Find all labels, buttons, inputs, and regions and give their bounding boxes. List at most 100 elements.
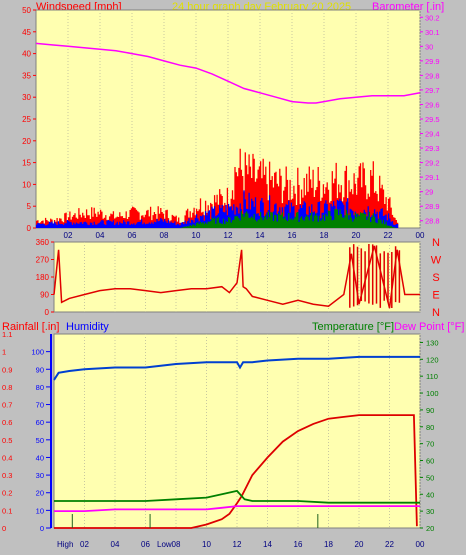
wind-time-tick-label: 08 xyxy=(160,231,169,240)
barometer-tick-label: 28.9 xyxy=(425,202,440,211)
compass-tick-label: E xyxy=(432,290,439,302)
barometer-tick-label: 30.1 xyxy=(425,28,440,37)
low-marker-label: Low xyxy=(157,540,172,549)
direction-tick-label: 180 xyxy=(36,273,50,282)
barometer-tick-label: 30.2 xyxy=(425,13,440,22)
wind-time-tick-label: 22 xyxy=(384,231,393,240)
wind-time-tick-label: 20 xyxy=(352,231,361,240)
humidity-axis-ticks: 0 10 20 30 40 50 60 70 80 90 100 xyxy=(31,334,52,533)
humidity-tick-label: 100 xyxy=(31,348,44,357)
temperature-tick-label: 90 xyxy=(426,406,434,415)
direction-tick-label: 270 xyxy=(36,256,50,265)
wind-time-tick-label: 14 xyxy=(256,231,265,240)
wind-time-tick-label: 12 xyxy=(224,231,233,240)
temperature-time-tick-label: 02 xyxy=(80,540,89,549)
windspeed-tick-label: 50 xyxy=(22,6,31,15)
humidity-tick-label: 30 xyxy=(36,471,44,480)
rainfall-tick-label: 0.1 xyxy=(2,506,12,515)
barometer-tick-label: 28.8 xyxy=(425,217,440,226)
rainfall-tick-label: 0.4 xyxy=(2,453,12,462)
direction-degree-ticks: 0 90 180 270 360 xyxy=(36,238,54,317)
barometer-tick-label: 29 xyxy=(425,188,433,197)
temperature-tick-label: 40 xyxy=(426,490,434,499)
wind-time-tick-label: 00 xyxy=(416,231,425,240)
rainfall-axis-title: Rainfall [.in] xyxy=(2,321,59,333)
temperature-axis-ticks: 20 30 40 50 60 70 80 90 100 110 120 130 xyxy=(420,338,439,533)
windspeed-tick-label: 0 xyxy=(27,224,32,233)
rainfall-tick-label: 1 xyxy=(2,348,6,357)
wind-time-tick-label: 02 xyxy=(64,231,73,240)
temperature-axis-title: Temperature [°F] xyxy=(312,321,394,333)
humidity-tick-label: 10 xyxy=(36,506,44,515)
humidity-tick-label: 60 xyxy=(36,418,44,427)
barometer-tick-label: 29.2 xyxy=(425,159,440,168)
humidity-tick-label: 40 xyxy=(36,453,44,462)
barometer-tick-label: 30 xyxy=(425,42,433,51)
temperature-time-tick-label: 04 xyxy=(111,540,120,549)
barometer-tick-label: 29.6 xyxy=(425,100,440,109)
wind-time-axis-ticks: 02 04 06 08 10 12 14 16 18 20 22 00 xyxy=(64,231,425,240)
direction-series xyxy=(53,244,420,309)
high-marker-label: High xyxy=(57,540,73,549)
windspeed-tick-label: 20 xyxy=(22,137,31,146)
windspeed-tick-label: 25 xyxy=(22,115,31,124)
temperature-tick-label: 130 xyxy=(426,338,439,347)
barometer-tick-label: 29.8 xyxy=(425,71,440,80)
rainfall-tick-label: 0 xyxy=(2,524,6,533)
barometer-line xyxy=(35,42,421,104)
temperature-time-tick-label: 12 xyxy=(233,540,242,549)
humidity-tick-label: 0 xyxy=(40,524,44,533)
temperature-tick-label: 120 xyxy=(426,355,439,364)
temperature-tick-label: 30 xyxy=(426,507,434,516)
windspeed-tick-label: 30 xyxy=(22,93,31,102)
dewpoint-line xyxy=(54,505,420,513)
dewpoint-axis-title: Dew Point [°F] xyxy=(394,321,464,333)
rainfall-tick-label: 0.2 xyxy=(2,489,12,498)
temperature-time-tick-label: 22 xyxy=(385,540,394,549)
rainfall-tick-label: 0.7 xyxy=(2,401,12,410)
wind-time-tick-label: 16 xyxy=(288,231,297,240)
humidity-tick-label: 80 xyxy=(36,383,44,392)
wind-time-tick-label: 04 xyxy=(96,231,105,240)
wind-low-bar xyxy=(180,209,396,228)
temperature-tick-label: 70 xyxy=(426,440,434,449)
windspeed-axis-ticks: 0 5 10 15 20 25 30 35 40 45 50 xyxy=(22,6,36,233)
wind-time-tick-label: 10 xyxy=(192,231,201,240)
temperature-tick-label: 80 xyxy=(426,423,434,432)
rainfall-tick-label: 0.6 xyxy=(2,418,12,427)
wind-time-tick-label: 18 xyxy=(320,231,329,240)
barometer-tick-label: 29.3 xyxy=(425,144,440,153)
wind-time-tick-label: 06 xyxy=(128,231,137,240)
direction-tick-label: 90 xyxy=(40,291,49,300)
rain-humidity-temperature-panel: 0 0.1 0.2 0.3 0.4 0.5 0.6 0.7 0.8 0.9 1 1.1 0 10 20 30… xyxy=(2,330,439,549)
wind-direction-swings xyxy=(349,244,401,308)
humidity-line xyxy=(53,355,420,381)
barometer-tick-label: 29.5 xyxy=(425,115,440,124)
windspeed-tick-label: 35 xyxy=(22,71,31,80)
barometer-tick-label: 29.4 xyxy=(425,130,440,139)
compass-tick-label: N xyxy=(432,307,440,319)
rainfall-axis-ticks: 0 0.1 0.2 0.3 0.4 0.5 0.6 0.7 0.8 0.9 1 1.1 xyxy=(2,330,12,533)
temperature-series xyxy=(53,355,420,529)
temperature-time-tick-label: 06 xyxy=(141,540,150,549)
temperature-tick-label: 110 xyxy=(426,372,438,381)
temperature-time-tick-label: 08 xyxy=(172,540,181,549)
temperature-time-tick-label: 20 xyxy=(355,540,364,549)
wind-series xyxy=(35,42,421,228)
temperature-line xyxy=(54,489,420,504)
compass-tick-label: S xyxy=(432,272,439,284)
humidity-tick-label: 20 xyxy=(36,489,44,498)
humidity-tick-label: 70 xyxy=(36,401,44,410)
compass-tick-label: N xyxy=(432,237,440,249)
temperature-tick-label: 100 xyxy=(426,389,439,398)
direction-tick-label: 360 xyxy=(36,238,50,247)
rainfall-tick-label: 1.1 xyxy=(2,330,12,339)
barometer-axis-ticks: 28.8 28.9 29 29.1 29.2 29.3 29.4 29.5 29.6 29.7 29… xyxy=(420,13,440,226)
temperature-tick-label: 50 xyxy=(426,473,434,482)
temperature-time-axis-ticks: 02 04 06 08 10 12 14 16 18 20 22 00 xyxy=(80,540,425,549)
windspeed-tick-label: 5 xyxy=(27,202,32,211)
